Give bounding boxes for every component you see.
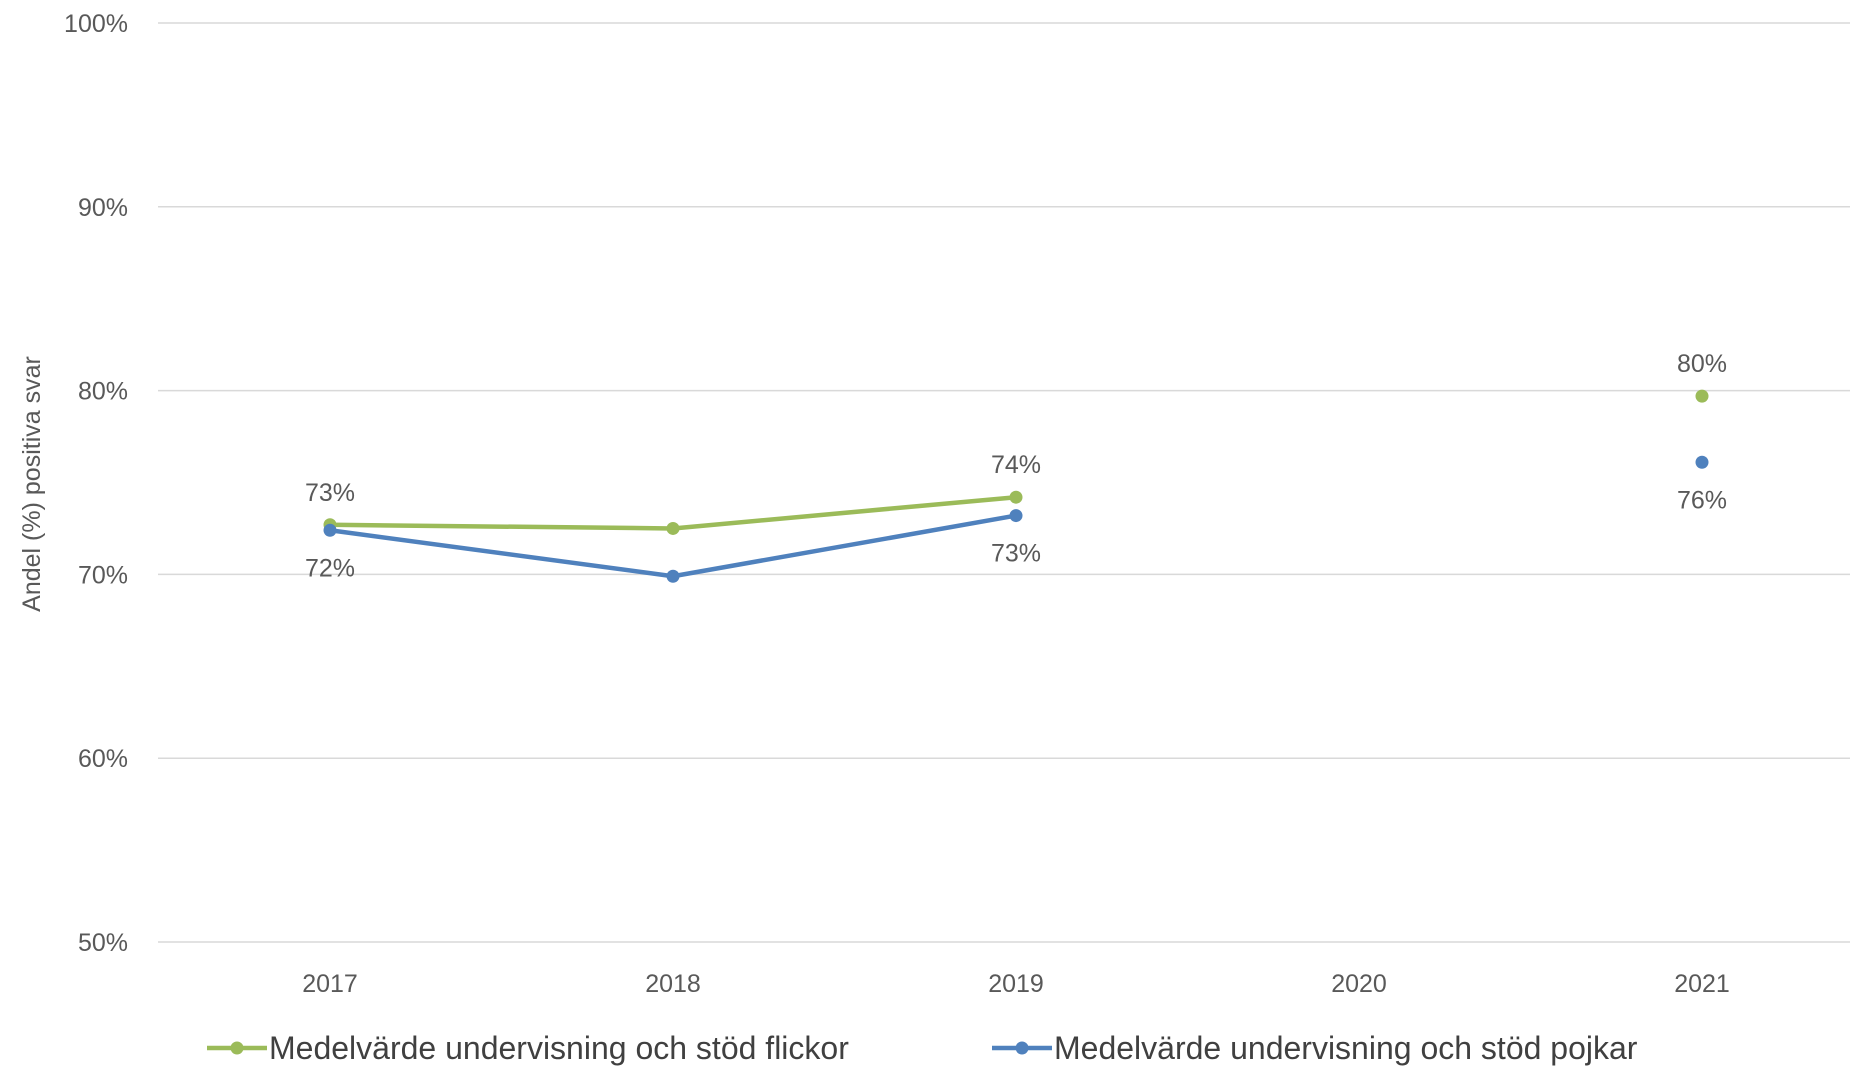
data-label: 76% xyxy=(1677,486,1727,514)
x-tick-label: 2017 xyxy=(302,970,358,998)
y-tick-label: 100% xyxy=(64,10,128,38)
y-tick-label: 80% xyxy=(78,378,128,406)
data-label: 74% xyxy=(991,451,1041,479)
legend-label: Medelvärde undervisning och stöd flickor xyxy=(269,1030,849,1066)
data-label: 73% xyxy=(991,540,1041,568)
data-point xyxy=(1009,509,1023,523)
legend-item-2: Medelvärde undervisning och stöd pojkar xyxy=(992,1030,1638,1066)
data-point xyxy=(323,523,337,537)
series-line-segment xyxy=(670,513,1019,579)
data-label: 72% xyxy=(305,554,355,582)
legend-marker-swatch xyxy=(230,1041,244,1055)
data-point xyxy=(666,569,680,583)
series xyxy=(323,389,1709,583)
legend: Medelvärde undervisning och stöd flickor… xyxy=(207,1030,1638,1066)
x-tick-label: 2019 xyxy=(988,970,1044,998)
series-line-segment xyxy=(327,522,676,531)
legend-label: Medelvärde undervisning och stöd pojkar xyxy=(1054,1030,1638,1066)
data-label: 80% xyxy=(1677,350,1727,378)
x-axis-ticks: 2017 2018 2019 2020 2021 xyxy=(302,970,1730,998)
gridlines xyxy=(158,22,1850,943)
data-point xyxy=(1695,455,1709,469)
data-point xyxy=(1009,490,1023,504)
data-point xyxy=(1695,389,1709,403)
series-1 xyxy=(323,389,1709,535)
x-tick-label: 2021 xyxy=(1674,970,1730,998)
y-axis-title: Andel (%) positiva svar xyxy=(18,356,46,612)
y-axis-ticks: 50% 60% 70% 80% 90% 100% xyxy=(64,10,128,957)
data-label: 73% xyxy=(305,479,355,507)
data-point xyxy=(666,521,680,535)
y-tick-label: 90% xyxy=(78,194,128,222)
y-tick-label: 70% xyxy=(78,561,128,589)
y-tick-label: 60% xyxy=(78,745,128,773)
x-tick-label: 2020 xyxy=(1331,970,1387,998)
legend-marker-swatch xyxy=(1015,1041,1029,1055)
series-line-segment xyxy=(327,528,676,579)
series-line-segment xyxy=(670,494,1019,531)
y-tick-label: 50% xyxy=(78,929,128,957)
legend-item-1: Medelvärde undervisning och stöd flickor xyxy=(207,1030,849,1066)
x-tick-label: 2018 xyxy=(645,970,701,998)
series-2 xyxy=(323,455,1709,583)
data-labels: 73% 74% 80% 72% 73% 76% xyxy=(305,350,1727,582)
